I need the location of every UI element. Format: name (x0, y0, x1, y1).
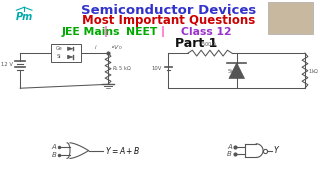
Text: Ge: Ge (56, 46, 63, 51)
Text: Pm: Pm (16, 12, 33, 22)
Text: Class 12: Class 12 (181, 27, 232, 37)
Polygon shape (68, 55, 73, 59)
Text: |: | (161, 26, 168, 37)
Text: JEE Mains: JEE Mains (61, 27, 124, 37)
Text: |: | (104, 26, 112, 37)
Text: 10V: 10V (151, 66, 162, 71)
Text: $R_L$ 5 k$\Omega$: $R_L$ 5 k$\Omega$ (112, 64, 132, 73)
Text: Semiconductor Devices: Semiconductor Devices (81, 4, 256, 17)
Text: 5V: 5V (228, 69, 235, 74)
Text: A: A (227, 144, 232, 150)
Text: i: i (95, 45, 96, 50)
Bar (52, 44, 81, 62)
Text: B: B (227, 151, 232, 157)
Bar (268, 2, 313, 34)
Text: Si: Si (57, 55, 61, 59)
Text: A: A (52, 144, 56, 150)
Text: $\circ V_0$: $\circ V_0$ (110, 43, 123, 52)
Text: Y: Y (274, 146, 278, 155)
Text: $Y = A + B$: $Y = A + B$ (105, 145, 140, 156)
Text: Most Important Questions: Most Important Questions (82, 14, 255, 27)
Text: B: B (52, 152, 56, 158)
Text: Part 1: Part 1 (175, 37, 217, 50)
Text: 500 $\Omega$: 500 $\Omega$ (201, 40, 218, 48)
Text: 1k$\Omega$: 1k$\Omega$ (308, 67, 319, 75)
Polygon shape (229, 63, 244, 78)
Text: 12 V: 12 V (2, 62, 13, 67)
Polygon shape (68, 47, 73, 50)
Text: NEET: NEET (125, 27, 161, 37)
